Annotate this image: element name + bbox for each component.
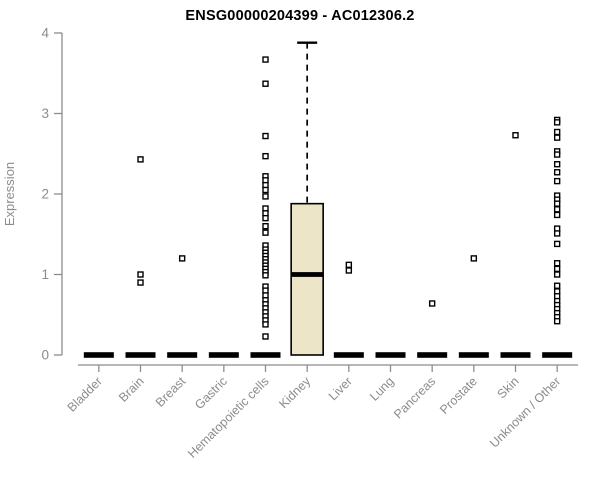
x-axis-category-label-hematopoietic-cells: Hematopoietic cells [185,374,272,461]
outlier-point-unknown-other [553,317,561,325]
x-axis-category-label-breast: Breast [153,374,189,410]
outlier-point-unknown-other [553,161,561,168]
outlier-point-hematopoietic-cells [262,333,269,340]
outlier-point-unknown-other [553,265,561,273]
collapsed-box-gastric [208,352,239,358]
outlier-point-prostate [470,255,478,262]
outlier-point-brain [137,156,144,163]
outlier-point-hematopoietic-cells [262,132,269,140]
outlier-point-unknown-other [553,134,561,141]
y-axis-tick-label: 3 [41,106,49,121]
outlier-point-brain [137,271,144,278]
outlier-point-hematopoietic-cells [262,229,269,236]
outlier-point-unknown-other [553,230,561,237]
median-line-kidney [291,272,324,277]
outlier-point-hematopoietic-cells [262,214,269,222]
outlier-point-skin [512,132,519,139]
outlier-point-brain [137,279,144,286]
outlier-point-hematopoietic-cells [262,152,269,160]
outlier-point-unknown-other [553,260,561,267]
outlier-point-liver [345,261,353,269]
collapsed-box-breast [167,352,198,358]
outlier-point-unknown-other [553,119,561,126]
outlier-point-unknown-other [553,282,561,289]
y-axis-tick-label: 0 [41,348,49,363]
outlier-point-hematopoietic-cells [262,321,269,328]
x-axis-category-label-brain: Brain [116,374,147,405]
outlier-point-unknown-other [553,240,561,248]
y-axis-tick-label: 1 [41,267,49,282]
collapsed-box-prostate [458,352,489,358]
outlier-point-unknown-other [553,200,561,207]
x-axis-category-label-bladder: Bladder [65,374,105,414]
outlier-point-hematopoietic-cells [262,222,269,230]
outlier-point-unknown-other [553,271,561,278]
y-axis-title: Expression [2,162,17,226]
x-axis-category-label-lung: Lung [367,374,397,404]
outlier-point-hematopoietic-cells [262,193,269,200]
outlier-point-unknown-other [553,151,561,158]
x-axis-category-label-skin: Skin [495,374,522,401]
collapsed-box-pancreas [417,352,448,358]
outlier-point-hematopoietic-cells [262,186,269,194]
chart-title: ENSG00000204399 - AC012306.2 [185,8,415,24]
x-axis-category-label-prostate: Prostate [437,374,480,417]
y-axis-tick-label: 2 [41,187,49,202]
outlier-point-hematopoietic-cells [262,56,269,63]
y-axis-tick-label: 4 [41,26,49,41]
x-axis-category-label-liver: Liver [326,374,355,403]
box-kidney [290,202,324,356]
x-axis-category-label-gastric: Gastric [192,374,230,412]
outlier-point-unknown-other [553,177,561,185]
x-axis-category-label-kidney: Kidney [276,374,313,411]
x-axis-category-label-unknown-other: Unknown / Other [487,374,563,450]
collapsed-box-brain [125,352,156,358]
collapsed-box-bladder [83,352,114,358]
outlier-point-unknown-other [553,206,561,213]
outlier-point-unknown-other [553,211,561,219]
collapsed-box-unknown-other [542,352,573,358]
outlier-point-hematopoietic-cells [262,80,269,87]
x-axis-category-label-pancreas: Pancreas [391,374,438,421]
outlier-point-hematopoietic-cells [262,272,269,279]
collapsed-box-lung [375,352,406,358]
outlier-point-unknown-other [553,128,561,136]
collapsed-box-liver [333,352,364,358]
collapsed-box-hematopoietic-cells [250,352,281,358]
outlier-point-pancreas [428,300,436,307]
outlier-point-unknown-other [553,169,561,176]
collapsed-box-skin [500,352,531,358]
outlier-point-liver [345,267,353,274]
outlier-point-breast [178,255,186,262]
